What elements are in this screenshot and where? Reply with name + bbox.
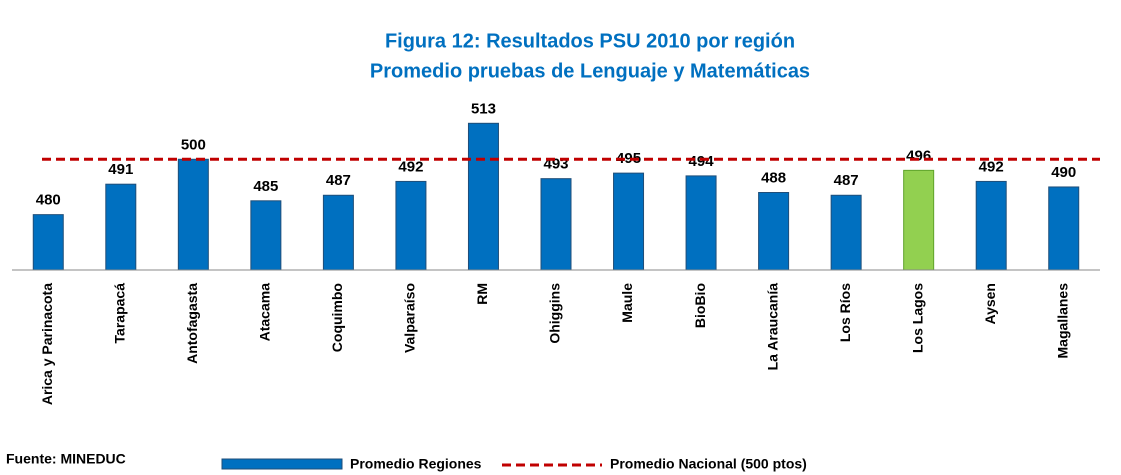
x-tick-label: Valparaíso (402, 283, 418, 353)
x-tick-label: Aysen (982, 283, 998, 325)
x-tick-label: Ohiggins (547, 283, 563, 344)
source: Fuente: MINEDUC (6, 451, 126, 467)
bar (250, 200, 282, 271)
bar (467, 122, 499, 271)
data-label: 488 (761, 169, 786, 186)
x-tick-label: Tarapacá (112, 283, 128, 344)
data-label: 494 (689, 153, 715, 170)
x-tick-label: Los Ríos (837, 283, 853, 342)
bar (395, 180, 427, 271)
legend-swatch (221, 458, 343, 470)
data-label: 480 (36, 192, 61, 209)
bar (758, 192, 790, 271)
data-label: 496 (906, 147, 931, 164)
x-tick-label: Coquimbo (329, 283, 345, 352)
bar (903, 169, 935, 271)
data-label: 487 (834, 172, 859, 189)
x-tick-label: La Araucanía (764, 283, 780, 371)
data-label: 490 (1051, 164, 1076, 181)
x-tick-label: BioBio (692, 283, 708, 328)
legend-label: Promedio Nacional (500 ptos) (610, 456, 807, 472)
data-label: 492 (979, 158, 1004, 175)
bar (177, 158, 209, 271)
bar (540, 178, 572, 271)
bar (613, 172, 645, 271)
bar (975, 180, 1007, 271)
bar (32, 214, 64, 271)
bar (830, 194, 862, 271)
x-tick-label: RM (474, 283, 490, 305)
x-tick-label: Magallanes (1054, 283, 1070, 359)
bar (685, 175, 717, 271)
bar (322, 194, 354, 271)
x-tick-label: Atacama (257, 283, 273, 342)
data-label: 500 (181, 136, 206, 153)
data-label: 513 (471, 100, 496, 117)
x-tick-label: Los Lagos (909, 283, 925, 353)
x-tick-label: Antofagasta (184, 283, 200, 364)
x-tick-label: Maule (619, 283, 635, 323)
legend-label: Promedio Regiones (350, 456, 482, 472)
chart-subtitle: Promedio pruebas de Lenguaje y Matemátic… (370, 60, 810, 82)
data-label: 487 (326, 172, 351, 189)
bar (105, 183, 137, 271)
bar (1048, 186, 1080, 271)
data-label: 485 (253, 178, 278, 195)
data-label: 491 (108, 161, 133, 178)
chart-title: Figura 12: Resultados PSU 2010 por regió… (385, 30, 795, 52)
x-tick-label: Arica y Parinacota (39, 283, 55, 405)
data-label: 492 (398, 158, 423, 175)
data-label: 495 (616, 150, 641, 167)
